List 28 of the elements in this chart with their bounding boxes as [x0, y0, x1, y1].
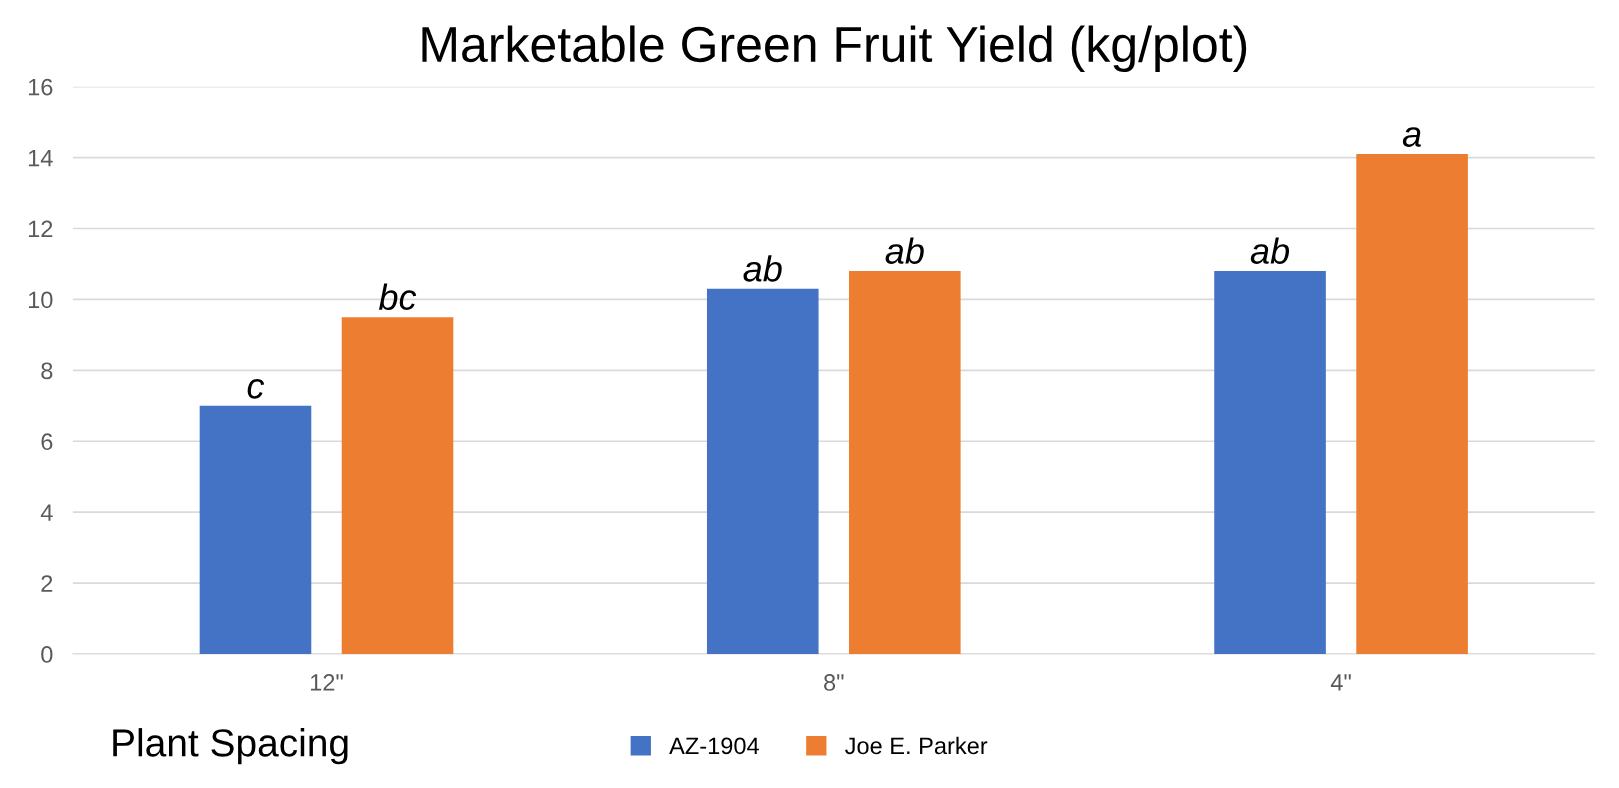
- data-label: c: [247, 378, 265, 399]
- data-label: ab: [885, 237, 924, 264]
- y-tick-label: 4: [40, 504, 53, 521]
- legend-label: Joe E. Parker: [845, 736, 988, 755]
- y-tick-label: 16: [28, 78, 53, 96]
- x-tick-label: 12": [310, 674, 343, 691]
- bar: [1214, 271, 1326, 655]
- bar: [849, 271, 961, 655]
- y-tick-label: 8: [41, 362, 53, 380]
- x-tick-label: 4": [1330, 674, 1351, 691]
- data-label: a: [1402, 127, 1421, 147]
- data-label: bc: [378, 283, 417, 311]
- bar: [1356, 154, 1468, 655]
- x-axis-title: Plant Spacing: [113, 728, 348, 765]
- bar: [199, 405, 312, 655]
- y-tick-label: 14: [28, 149, 53, 167]
- chart-title: Marketable Green Fruit Yield (kg/plot): [422, 25, 1247, 73]
- y-tick-label: 12: [28, 220, 53, 238]
- x-tick-label: 8": [824, 674, 844, 691]
- data-label: ab: [1250, 237, 1290, 264]
- y-tick-label: 0: [41, 646, 53, 663]
- y-tick-label: 10: [28, 291, 53, 309]
- y-tick-label: 6: [41, 433, 53, 451]
- legend-label: AZ-1904: [669, 737, 759, 755]
- bar: [341, 317, 454, 655]
- y-tick-label: 2: [41, 575, 53, 592]
- data-label: ab: [743, 255, 782, 282]
- bar: [706, 288, 819, 655]
